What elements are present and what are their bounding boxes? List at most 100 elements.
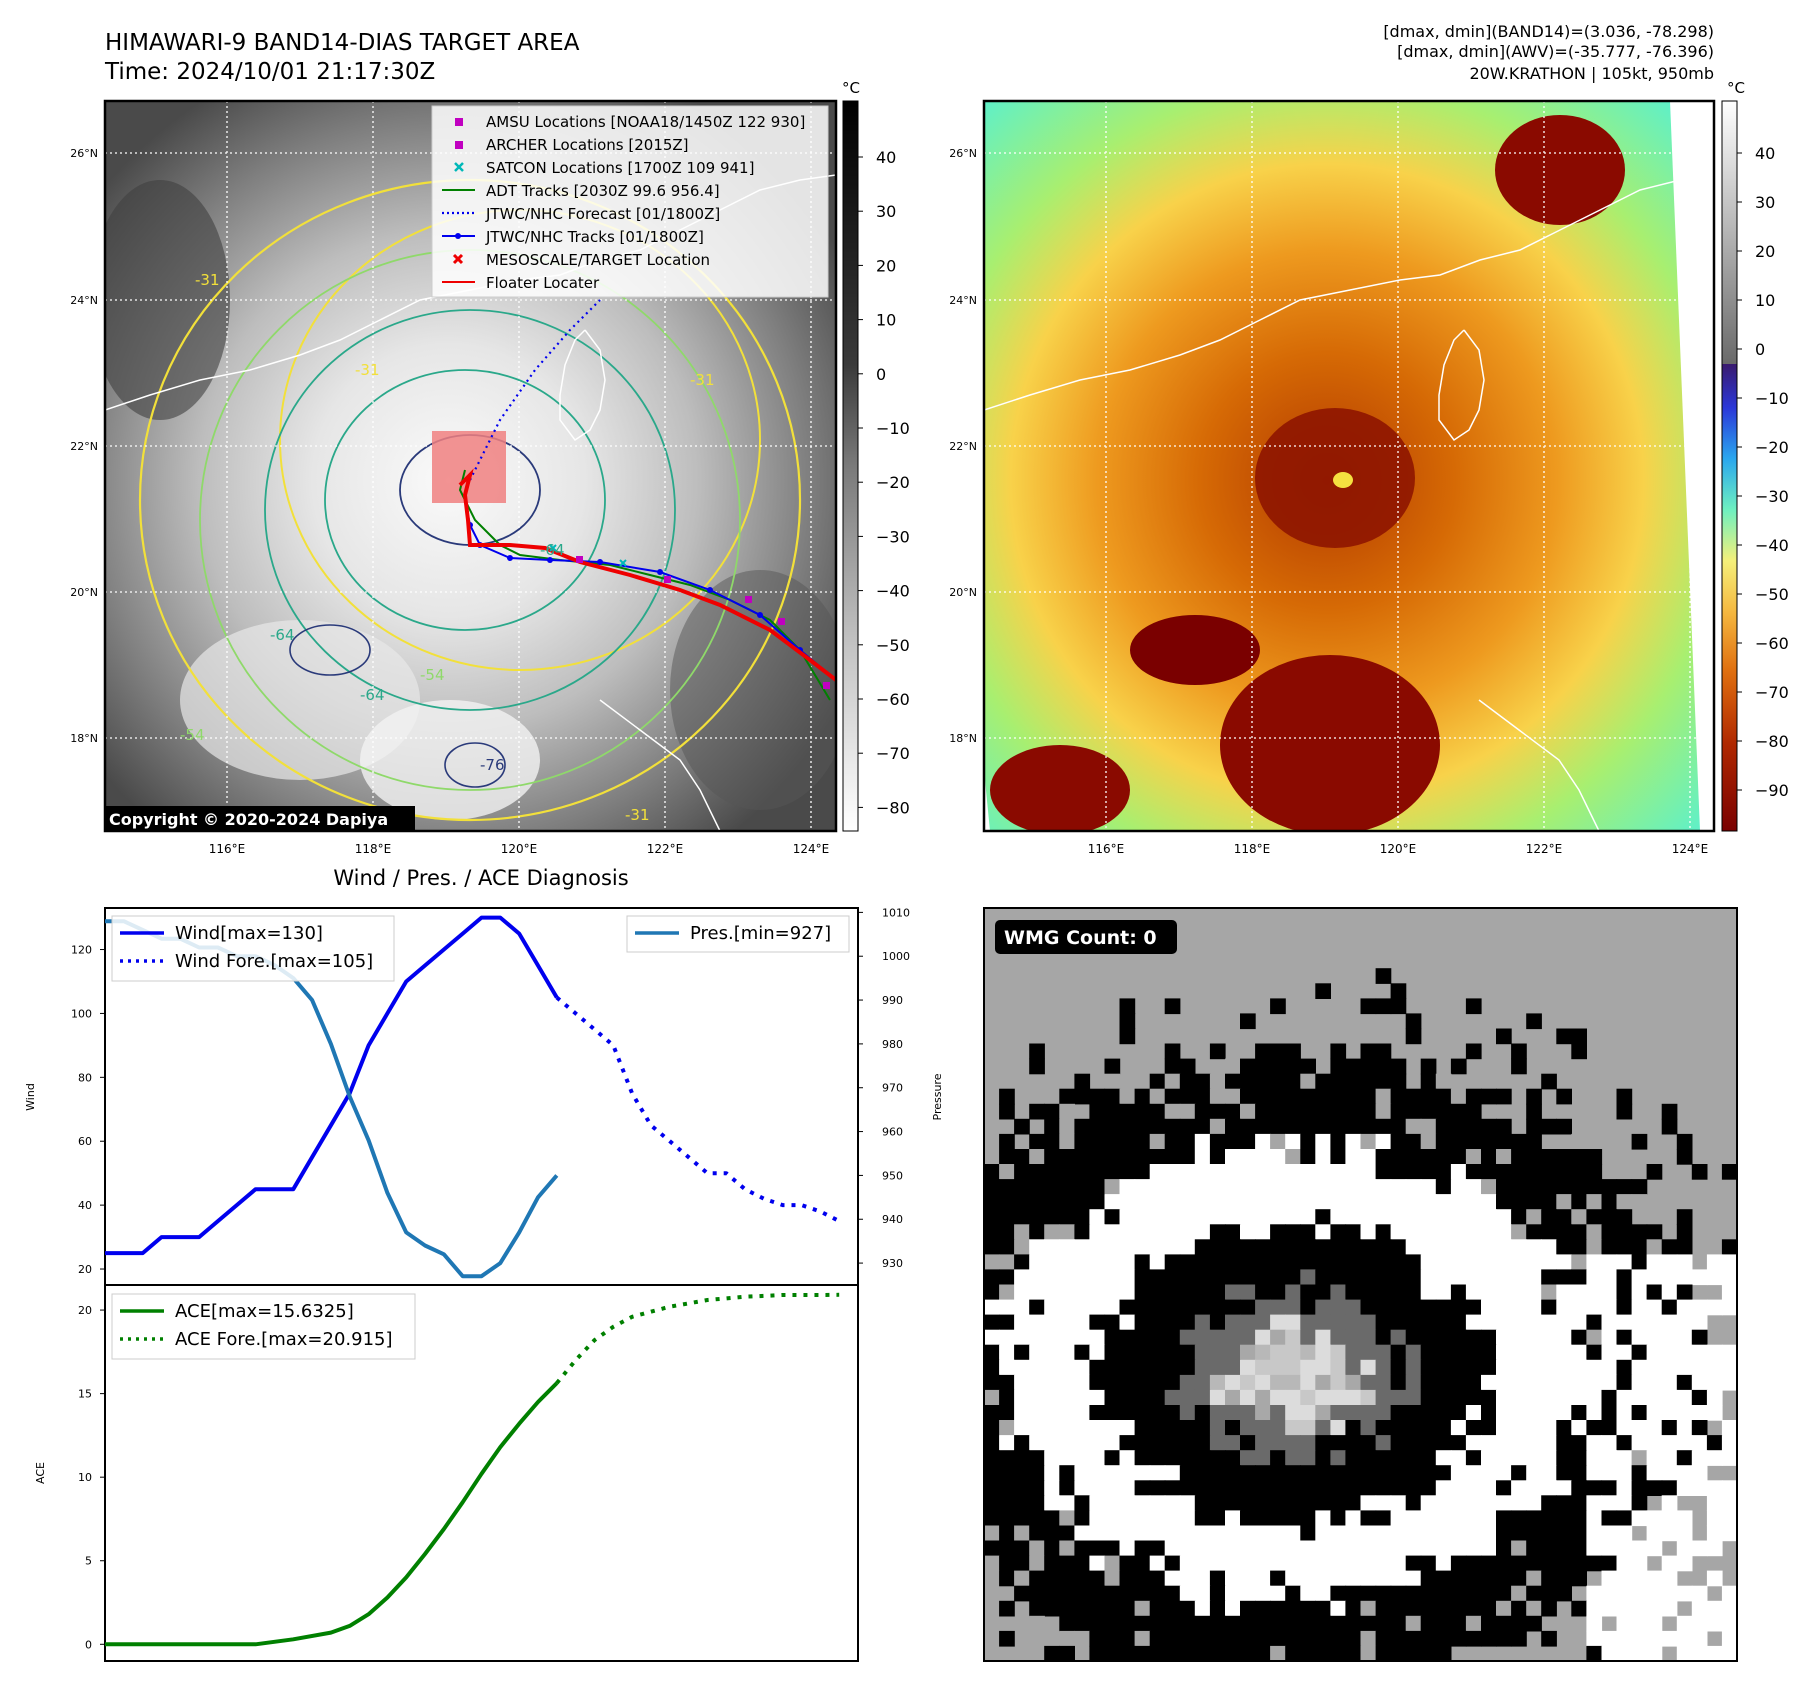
wmg-cell xyxy=(1285,1118,1301,1135)
wmg-cell xyxy=(1209,1465,1226,1481)
wmg-cell xyxy=(1375,1073,1392,1090)
colorbar-tick-label: −30 xyxy=(876,527,910,546)
wmg-cell xyxy=(1465,1405,1482,1421)
wmg-cell xyxy=(1285,1344,1301,1361)
wmg-cell xyxy=(1435,1329,1452,1346)
wmg-cell xyxy=(1240,1058,1256,1075)
wmg-cell xyxy=(1375,1284,1392,1301)
wmg-cell xyxy=(1149,1164,1166,1180)
wmg-cell xyxy=(1345,1239,1362,1255)
wmg-cell xyxy=(1556,1269,1572,1286)
wmg-cell xyxy=(999,1510,1015,1527)
wmg-cell xyxy=(1496,1540,1512,1557)
wmg-cell xyxy=(1194,1118,1211,1135)
wmg-cell xyxy=(1691,1314,1708,1331)
wmg-cell xyxy=(1450,1480,1467,1496)
wmg-cell xyxy=(1225,1615,1241,1632)
wmg-cell xyxy=(1420,1465,1437,1481)
wmg-cell xyxy=(1179,1088,1196,1105)
wmg-cell xyxy=(1194,1405,1211,1421)
wmg-cell xyxy=(1721,1359,1738,1376)
wmg-cell xyxy=(1345,1389,1362,1406)
colorbar-tick-label: −40 xyxy=(876,582,910,601)
wmg-cell xyxy=(1300,1600,1316,1617)
wmg-cell xyxy=(1164,998,1181,1015)
wmg-cell xyxy=(1255,1344,1271,1361)
wmg-cell xyxy=(1616,1359,1633,1376)
wmg-cell xyxy=(1240,1359,1256,1376)
wmg-cell xyxy=(1496,1585,1512,1602)
wmg-cell xyxy=(1209,1254,1226,1271)
wmg-cell xyxy=(1375,1359,1392,1376)
wmg-cell xyxy=(1556,1179,1572,1195)
wmg-cell xyxy=(1104,1239,1121,1255)
wmg-cell xyxy=(1465,1088,1482,1105)
wmg-cell xyxy=(1496,1133,1512,1150)
wmg-cell xyxy=(1074,1088,1091,1105)
wmg-cell xyxy=(1089,1254,1106,1271)
contour-navy xyxy=(289,624,371,676)
wmg-cell xyxy=(1179,1645,1196,1662)
wmg-cell xyxy=(1420,1615,1437,1632)
wmg-cell xyxy=(1240,1284,1256,1301)
colorbar-tick-label: 20 xyxy=(876,256,896,275)
wmg-cell xyxy=(1270,1525,1286,1542)
wmg-cell xyxy=(1104,1088,1121,1105)
wmg-cell xyxy=(1074,1405,1091,1421)
wmg-cell xyxy=(1616,1224,1633,1240)
wmg-cell xyxy=(1255,1194,1271,1210)
wmg-cell xyxy=(1390,1224,1407,1240)
wmg-cell xyxy=(1059,1299,1075,1316)
map-legend: AMSU Locations [NOAA18/1450Z 122 930] AR… xyxy=(431,105,829,298)
wmg-cell xyxy=(1481,1239,1497,1255)
wmg-cell xyxy=(1164,1133,1181,1150)
wmg-cell xyxy=(1360,1585,1377,1602)
wmg-cell xyxy=(1375,968,1392,984)
wmg-cell xyxy=(1646,1299,1663,1316)
wmg-cell xyxy=(1300,1179,1316,1195)
wmg-cell xyxy=(1074,1314,1091,1331)
wmg-cell xyxy=(1556,1209,1572,1225)
wmg-cell xyxy=(1616,1435,1633,1451)
wmg-cell xyxy=(1149,1344,1166,1361)
wmg-cell xyxy=(1029,1224,1045,1240)
wmg-cell xyxy=(1074,1149,1091,1165)
wmg-cell xyxy=(1179,1495,1196,1511)
wmg-cell xyxy=(1059,1510,1075,1527)
wmg-cell xyxy=(1225,1133,1241,1150)
wmg-cell xyxy=(1209,1435,1226,1451)
wmg-cell xyxy=(1450,1088,1467,1105)
wmg-cell xyxy=(1149,1615,1166,1632)
wmg-cell xyxy=(1119,1495,1136,1511)
legend-label: JTWC/NHC Forecast [01/1800Z] xyxy=(485,205,720,223)
wmg-cell xyxy=(1270,1284,1286,1301)
legend-label: AMSU Locations [NOAA18/1450Z 122 930] xyxy=(486,113,805,131)
wmg-cell xyxy=(1300,1118,1316,1135)
wmg-cell xyxy=(1104,1194,1121,1210)
wmg-cell xyxy=(1526,1495,1542,1511)
wmg-cell xyxy=(1285,1043,1301,1060)
wmg-cell xyxy=(1586,1630,1603,1647)
wmg-cell xyxy=(1270,1254,1286,1271)
wmg-cell xyxy=(1661,1269,1678,1286)
wmg-cell xyxy=(1360,1299,1377,1316)
wmg-cell xyxy=(1149,1450,1166,1466)
y-tick-label: 20 xyxy=(78,1263,92,1276)
wmg-cell xyxy=(1104,1133,1121,1150)
wmg-cell xyxy=(1104,1329,1121,1346)
wmg-cell xyxy=(1194,1450,1211,1466)
wmg-cell xyxy=(1315,1540,1331,1557)
wmg-cell xyxy=(1601,1450,1618,1466)
wmg-cell xyxy=(1405,1224,1422,1240)
wmg-cell xyxy=(1014,1269,1030,1286)
wmg-cell xyxy=(1465,1194,1482,1210)
wmg-cell xyxy=(1134,1179,1151,1195)
wmg-cell xyxy=(1465,1254,1482,1271)
wmg-cell xyxy=(1270,1389,1286,1406)
wmg-cell xyxy=(1285,1389,1301,1406)
wmg-cell xyxy=(1225,1420,1241,1436)
wmg-cell xyxy=(1405,1239,1422,1255)
wmg-cell xyxy=(1541,1555,1557,1572)
wmg-cell xyxy=(1721,1525,1738,1542)
